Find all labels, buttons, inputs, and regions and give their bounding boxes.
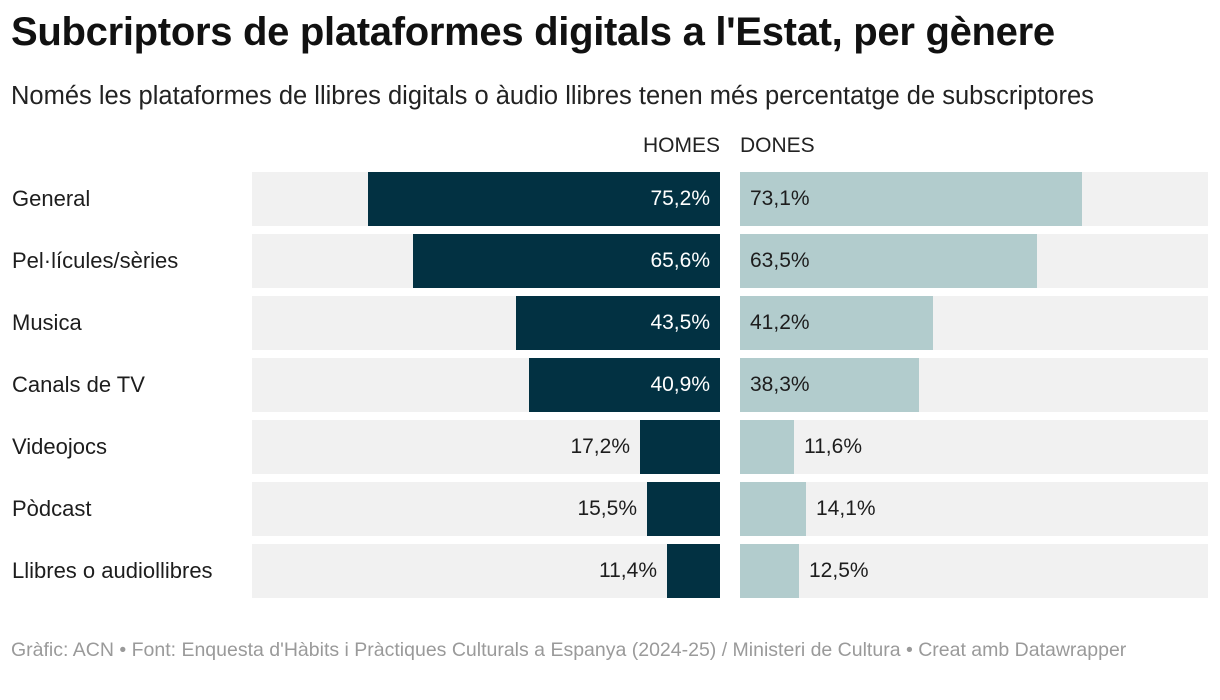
chart-row: Musica 43,5% 41,2% xyxy=(0,296,1220,350)
value-label-women: 63,5% xyxy=(750,249,810,272)
bar-women xyxy=(740,482,806,536)
value-label-women: 73,1% xyxy=(750,187,810,210)
value-label-women: 41,2% xyxy=(750,311,810,334)
bar-men xyxy=(640,420,720,474)
category-label: Pòdcast xyxy=(12,496,92,521)
track-men: 43,5% xyxy=(252,296,720,350)
track-women: 73,1% xyxy=(740,172,1208,226)
bar-women xyxy=(740,234,1037,288)
bar-women xyxy=(740,420,794,474)
bar-women xyxy=(740,358,919,412)
value-label-men: 17,2% xyxy=(570,435,630,458)
track-women: 12,5% xyxy=(740,544,1208,598)
value-label-women: 11,6% xyxy=(804,435,862,458)
bar-women xyxy=(740,296,933,350)
chart-title: Subcriptors de plataformes digitals a l'… xyxy=(11,10,1055,54)
track-women: 41,2% xyxy=(740,296,1208,350)
column-header-men: HOMES xyxy=(642,134,720,157)
category-label: Canals de TV xyxy=(12,372,145,397)
bar-men xyxy=(647,482,720,536)
value-label-men: 43,5% xyxy=(650,311,710,334)
track-women: 63,5% xyxy=(740,234,1208,288)
chart-row: General 75,2% 73,1% xyxy=(0,172,1220,226)
category-label: Videojocs xyxy=(12,434,107,459)
chart-row: Pel·lícules/sèries 65,6% 63,5% xyxy=(0,234,1220,288)
track-women: 14,1% xyxy=(740,482,1208,536)
category-label: Pel·lícules/sèries xyxy=(12,248,179,273)
column-header-women: DONES xyxy=(740,134,815,157)
category-label: General xyxy=(12,186,91,211)
chart-subtitle: Només les plataformes de llibres digital… xyxy=(11,82,1094,110)
bar-men xyxy=(667,544,720,598)
value-label-men: 40,9% xyxy=(650,373,710,396)
bar-men xyxy=(413,234,720,288)
chart-footer: Gràfic: ACN • Font: Enquesta d'Hàbits i … xyxy=(11,639,1127,661)
track-men: 11,4% xyxy=(252,544,720,598)
track-men: 75,2% xyxy=(252,172,720,226)
value-label-men: 11,4% xyxy=(599,559,657,582)
value-label-women: 38,3% xyxy=(750,373,810,396)
value-label-men: 65,6% xyxy=(650,249,710,272)
track-men: 15,5% xyxy=(252,482,720,536)
bar-men xyxy=(516,296,720,350)
bar-men xyxy=(368,172,720,226)
track-men: 65,6% xyxy=(252,234,720,288)
chart-row: Llibres o audiollibres 11,4% 12,5% xyxy=(0,544,1220,598)
track-men: 17,2% xyxy=(252,420,720,474)
value-label-men: 15,5% xyxy=(577,497,637,520)
track-women: 11,6% xyxy=(740,420,1208,474)
value-label-women: 12,5% xyxy=(809,559,869,582)
bar-men xyxy=(529,358,720,412)
category-label: Llibres o audiollibres xyxy=(12,558,213,583)
value-label-women: 14,1% xyxy=(816,497,876,520)
track-men: 40,9% xyxy=(252,358,720,412)
chart-row: Pòdcast 15,5% 14,1% xyxy=(0,482,1220,536)
track-women: 38,3% xyxy=(740,358,1208,412)
chart-row: Videojocs 17,2% 11,6% xyxy=(0,420,1220,474)
category-label: Musica xyxy=(12,310,82,335)
bar-women xyxy=(740,544,799,598)
value-label-men: 75,2% xyxy=(650,187,710,210)
bar-women xyxy=(740,172,1082,226)
chart-row: Canals de TV 40,9% 38,3% xyxy=(0,358,1220,412)
